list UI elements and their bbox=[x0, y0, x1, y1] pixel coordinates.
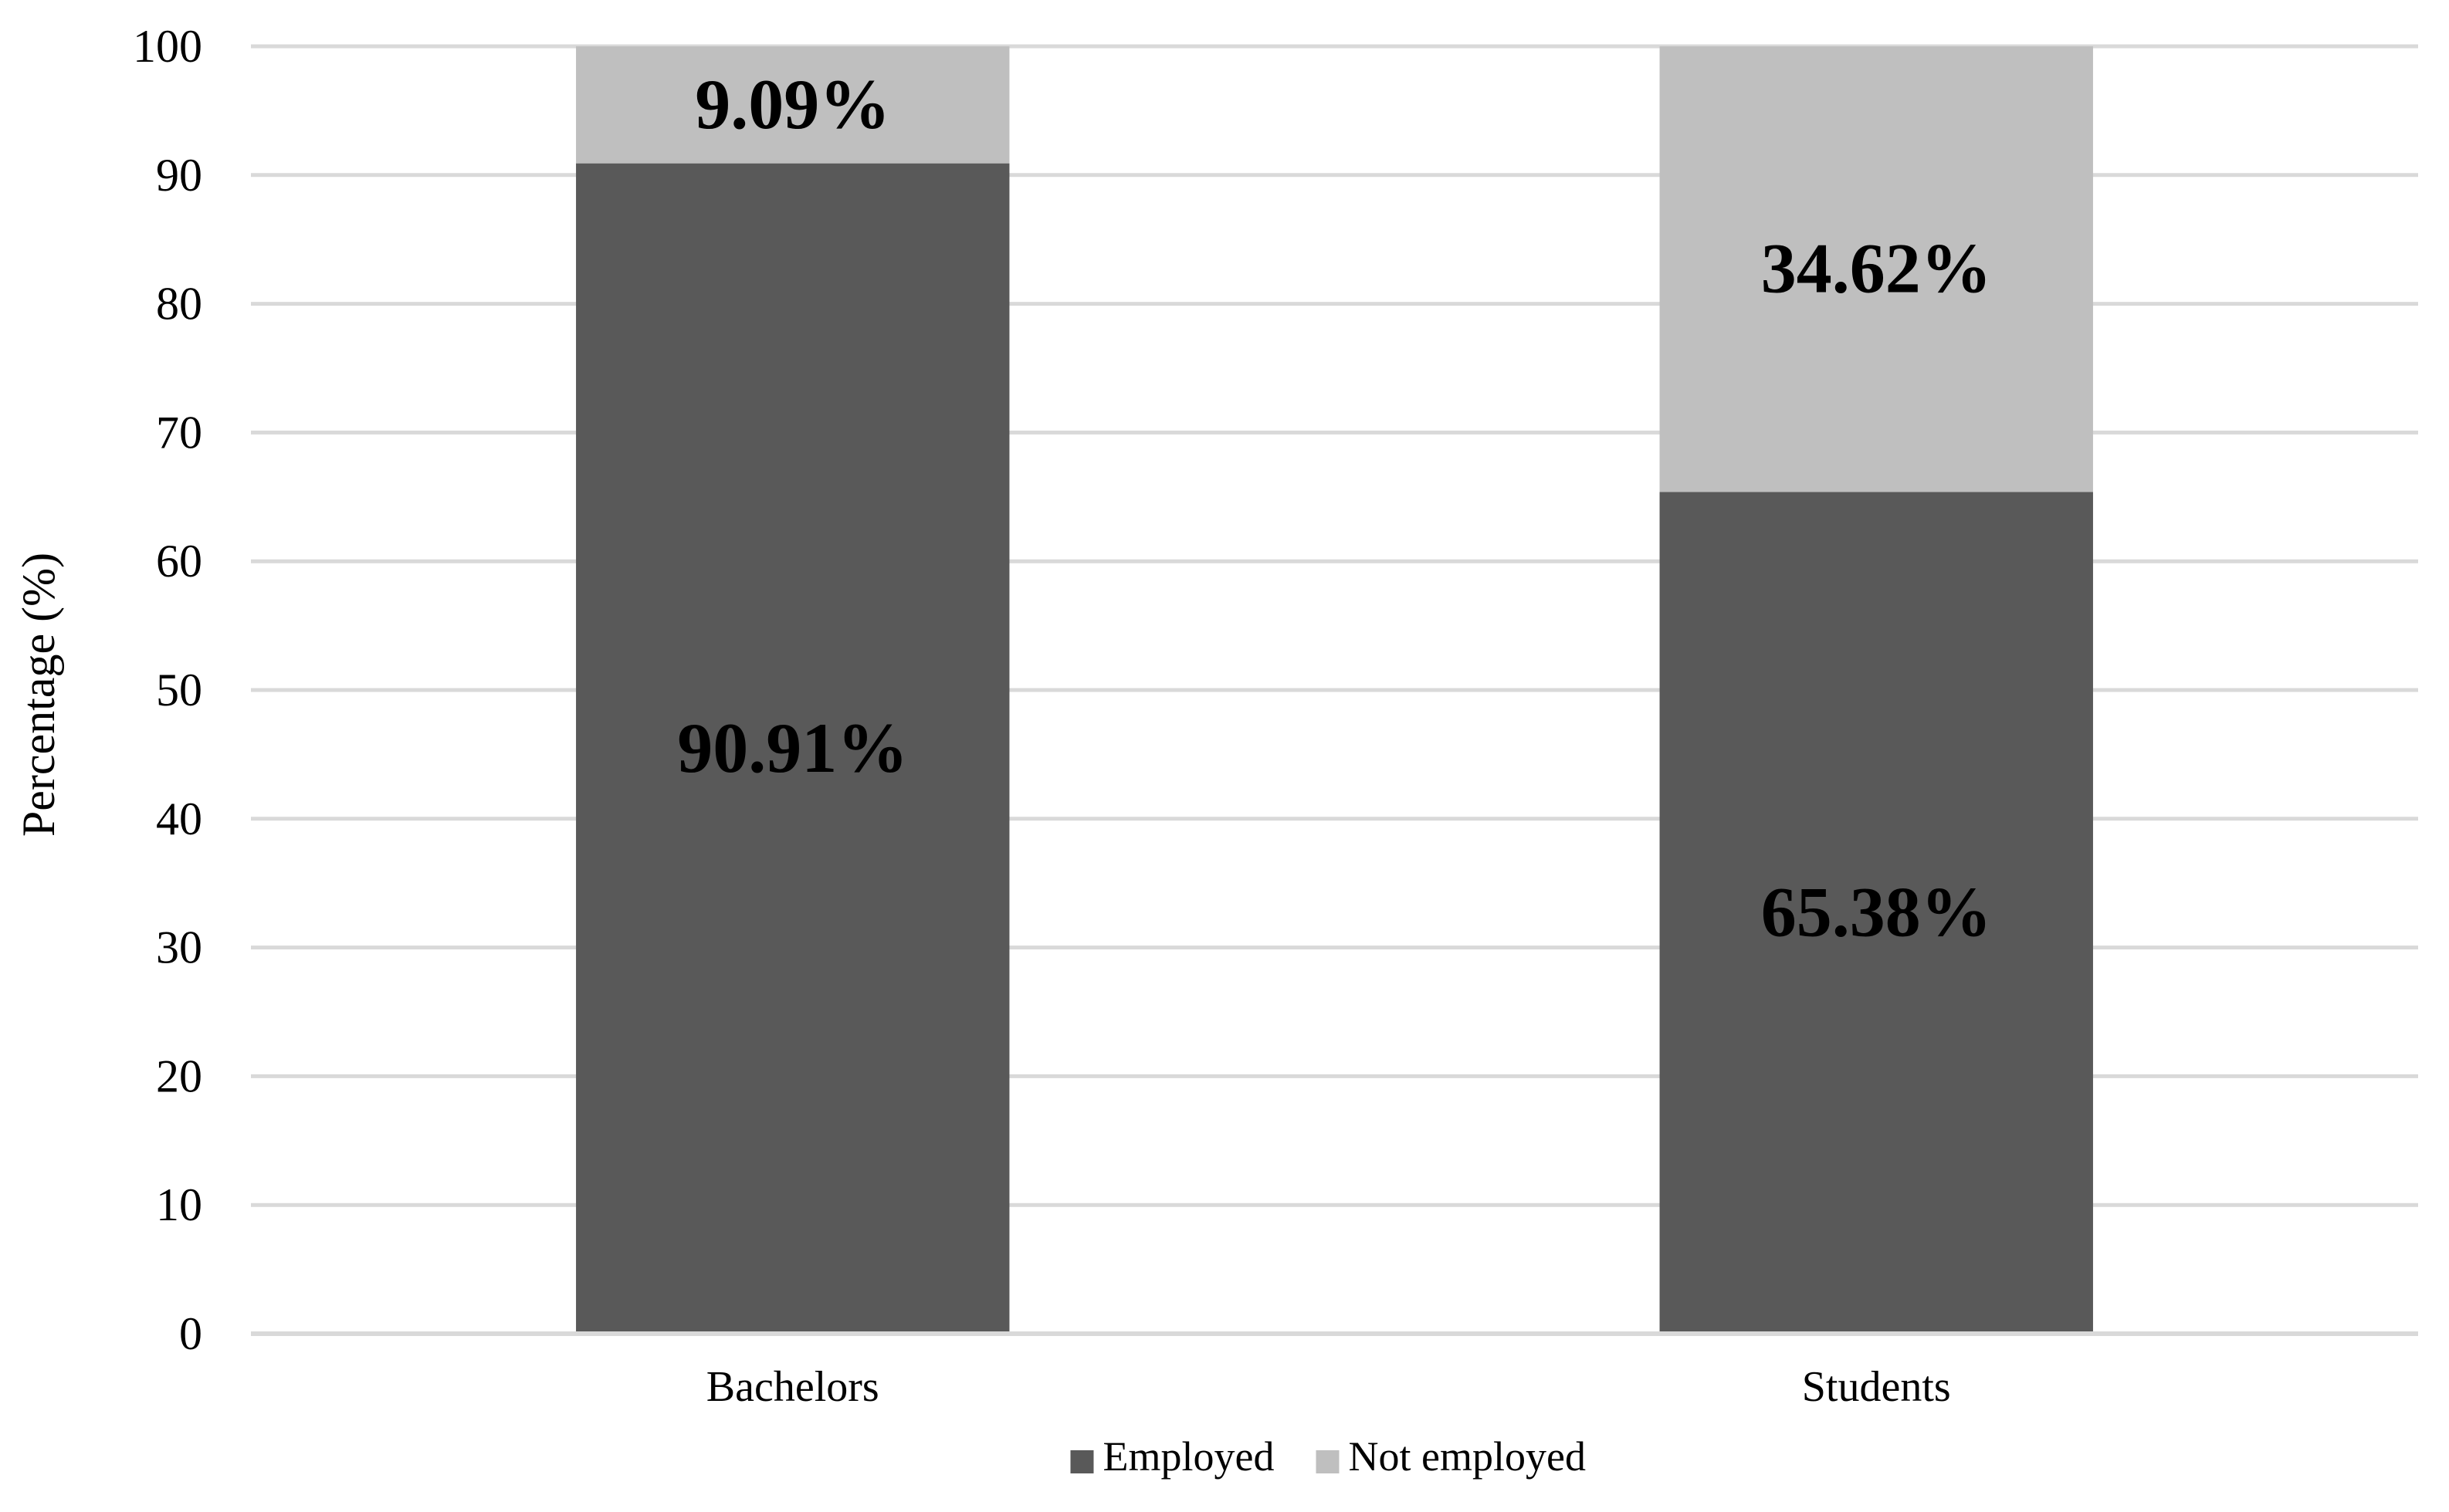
bar-students-employed bbox=[1659, 492, 2093, 1334]
data-label-bachelors-not-employed: 9.09% bbox=[695, 65, 890, 144]
x-tick-label-bachelors: Bachelors bbox=[706, 1363, 879, 1411]
legend-swatch-not-employed bbox=[1316, 1450, 1340, 1473]
y-tick-label-20: 20 bbox=[156, 1050, 202, 1101]
bar-students-not-employed bbox=[1659, 46, 2093, 492]
data-label-bachelors-employed: 90.91% bbox=[677, 709, 908, 787]
legend-label-not-employed: Not employed bbox=[1349, 1433, 1586, 1480]
y-tick-label-30: 30 bbox=[156, 922, 202, 973]
y-tick-label-60: 60 bbox=[156, 536, 202, 587]
data-label-students-employed: 65.38% bbox=[1761, 873, 1992, 952]
y-tick-label-70: 70 bbox=[156, 407, 202, 458]
y-tick-label-90: 90 bbox=[156, 150, 202, 201]
data-labels: 90.91% 9.09% 65.38% 34.62% bbox=[677, 65, 1992, 952]
bar-bachelors-employed bbox=[576, 163, 1010, 1334]
y-tick-label-0: 0 bbox=[179, 1308, 202, 1359]
bar-bachelors-not-employed bbox=[576, 46, 1010, 164]
y-axis-title: Percentage (%) bbox=[13, 553, 64, 837]
bars bbox=[576, 46, 2093, 1334]
y-tick-label-100: 100 bbox=[133, 21, 202, 72]
y-tick-label-50: 50 bbox=[156, 665, 202, 715]
y-tick-label-40: 40 bbox=[156, 793, 202, 844]
y-tick-label-80: 80 bbox=[156, 279, 202, 330]
y-tick-label-10: 10 bbox=[156, 1179, 202, 1230]
legend-swatch-employed bbox=[1070, 1450, 1094, 1473]
y-axis: 0 10 20 30 40 50 60 70 80 90 100 bbox=[133, 21, 202, 1359]
x-axis: Bachelors Students bbox=[251, 1331, 2418, 1411]
legend-label-employed: Employed bbox=[1103, 1433, 1275, 1480]
data-label-students-not-employed: 34.62% bbox=[1761, 229, 1992, 308]
x-tick-label-students: Students bbox=[1802, 1363, 1951, 1411]
legend: Employed Not employed bbox=[1070, 1433, 1586, 1480]
